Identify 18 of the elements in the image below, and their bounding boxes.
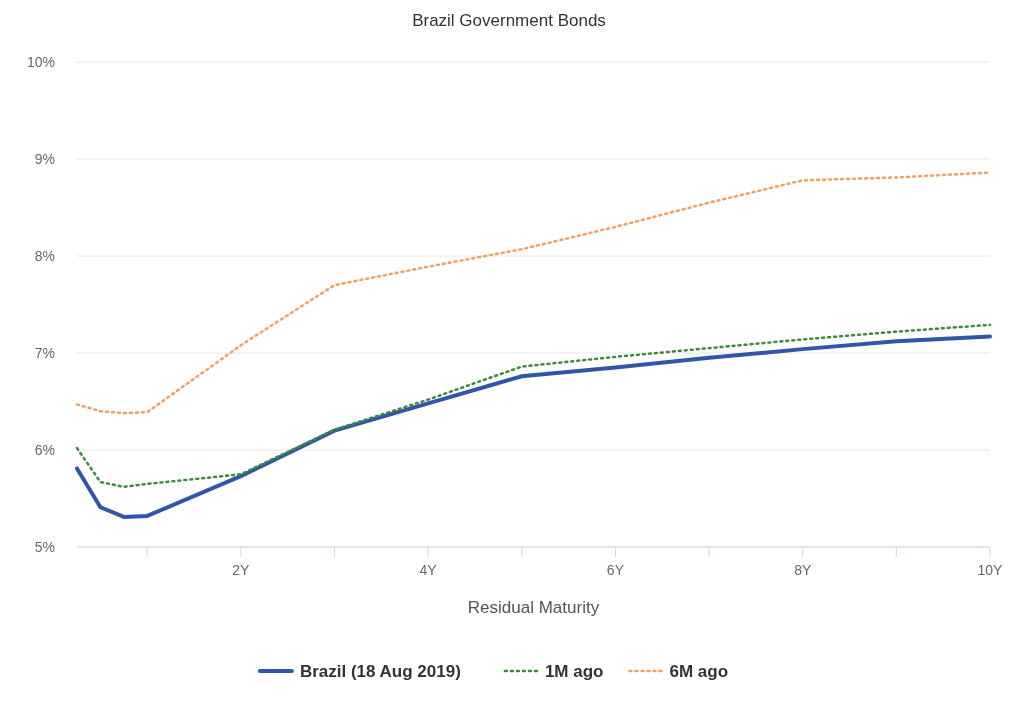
x-tick-label: 6Y [606,562,625,578]
x-axis-title: Residual Maturity [467,598,600,617]
line-series [75,323,992,489]
y-tick-label: 8% [34,248,55,264]
x-tick-label: 2Y [232,562,251,578]
x-tick-label: 10Y [977,562,1004,578]
legend-label: 6M ago [669,662,729,681]
y-tick-label: 9% [34,151,55,167]
y-tick-label: 5% [34,539,55,555]
legend-label: 1M ago [544,662,604,681]
legend-label: Brazil (18 Aug 2019) [299,662,461,681]
line-series [75,334,992,519]
y-tick-label: 10% [26,54,55,70]
chart-title: Brazil Government Bonds [412,11,606,30]
x-tick-label: 8Y [794,562,812,578]
x-tick-label: 4Y [419,562,438,578]
y-tick-label: 6% [34,442,55,458]
y-tick-label: 7% [34,345,55,361]
